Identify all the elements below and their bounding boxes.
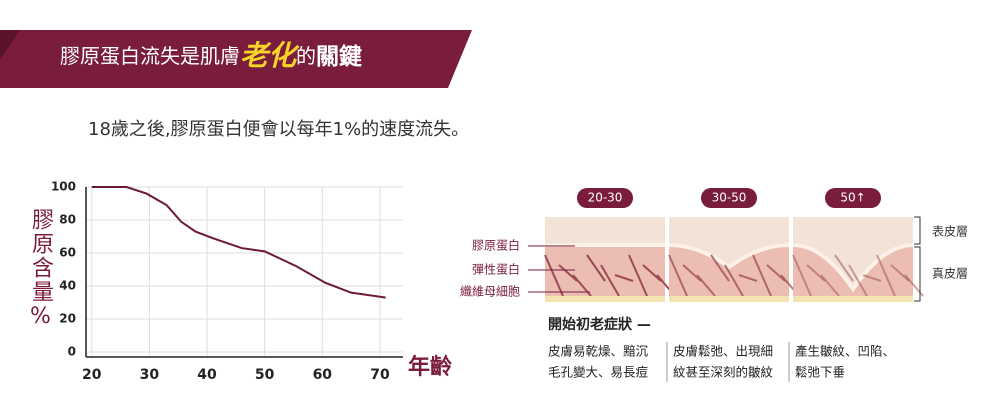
x-tick-label: 30 — [140, 367, 160, 383]
chart: 0 20 40 60 80 100 20 30 40 50 60 70 — [51, 180, 403, 383]
x-tick-label: 40 — [197, 367, 217, 383]
data-line — [91, 186, 386, 299]
symptom-text: 產生皺紋、凹陷、 — [795, 344, 895, 359]
fiber — [834, 254, 854, 282]
layer-label: 真皮層 — [932, 267, 968, 281]
fiber — [600, 264, 620, 297]
fiber — [820, 274, 840, 297]
symptom-text: 皮膚鬆弛、出現細 — [673, 344, 773, 359]
fiber — [792, 254, 812, 297]
x-tick-label: 20 — [82, 367, 102, 383]
fiber — [668, 254, 688, 297]
epidermis — [793, 217, 913, 287]
fiber — [544, 254, 564, 297]
epidermis-edge — [668, 243, 790, 270]
layer-label: 膠原蛋白 — [472, 238, 520, 253]
fiber — [696, 274, 716, 297]
epidermis — [545, 217, 665, 243]
fiber — [806, 264, 826, 282]
fiber — [738, 274, 758, 282]
fiber — [876, 254, 896, 297]
basal-layer — [545, 296, 665, 302]
fiber — [752, 254, 772, 297]
stage-label: 20-30 — [588, 191, 623, 205]
fiber — [710, 254, 730, 282]
y-tick-label: 40 — [59, 279, 76, 293]
symptom-text: 皮膚易乾燥、黯沉 — [548, 344, 649, 359]
fiber — [862, 274, 882, 282]
y-tick-label: 80 — [59, 213, 76, 227]
y-tick-label: 0 — [68, 345, 76, 359]
banner — [0, 30, 472, 88]
layer-label: 表皮層 — [932, 225, 968, 239]
fiber — [558, 264, 578, 282]
basal-layer — [793, 296, 913, 302]
y-tick-label: 60 — [59, 246, 76, 260]
symptom-text: 鬆弛下垂 — [795, 365, 845, 380]
x-tick-label: 60 — [313, 367, 333, 383]
layer-label: 彈性蛋白 — [472, 262, 520, 277]
x-axis-label: 年齡 — [408, 354, 452, 380]
symptom-text: 紋甚至深刻的皺紋 — [673, 365, 774, 380]
fiber — [848, 264, 868, 297]
stage-label: 30-50 — [712, 191, 747, 205]
x-tick-label: 70 — [370, 367, 390, 383]
fiber — [628, 254, 648, 297]
intro: 18歲之後,膠原蛋白便會以每年1%的速度流失。 — [88, 119, 469, 140]
basal-layer — [669, 296, 789, 302]
symptom-text: 毛孔變大、易長痘 — [548, 365, 649, 380]
fiber — [890, 264, 910, 282]
stage-badge — [701, 188, 757, 208]
fiber — [724, 264, 744, 297]
skin-diagram: 20-30 30-50 50↑ 膠原蛋白 彈性蛋白 纖維母細胞 表皮層 真皮層 開始… — [460, 188, 968, 382]
fiber — [682, 264, 702, 282]
x-tick-label: 50 — [255, 367, 275, 383]
epidermis — [669, 217, 789, 265]
layer-label: 纖維母細胞 — [460, 285, 520, 299]
fiber — [614, 274, 634, 282]
y-axis-label: 膠原含量% — [28, 208, 53, 331]
fiber — [766, 264, 786, 282]
fiber — [642, 264, 662, 282]
stage-badge — [825, 188, 881, 208]
epidermis-edge — [792, 243, 914, 293]
stage-badge — [577, 188, 633, 208]
fiber — [586, 254, 606, 282]
banner-text: 膠原蛋白流失是肌膚老化的關鍵 — [60, 39, 362, 72]
y-tick-label: 100 — [51, 180, 76, 194]
y-tick-label: 20 — [59, 312, 76, 326]
banner-accent — [0, 30, 20, 60]
stage-label: 50↑ — [840, 191, 865, 205]
symptom-heading: 開始初老症狀 — — [548, 316, 651, 333]
